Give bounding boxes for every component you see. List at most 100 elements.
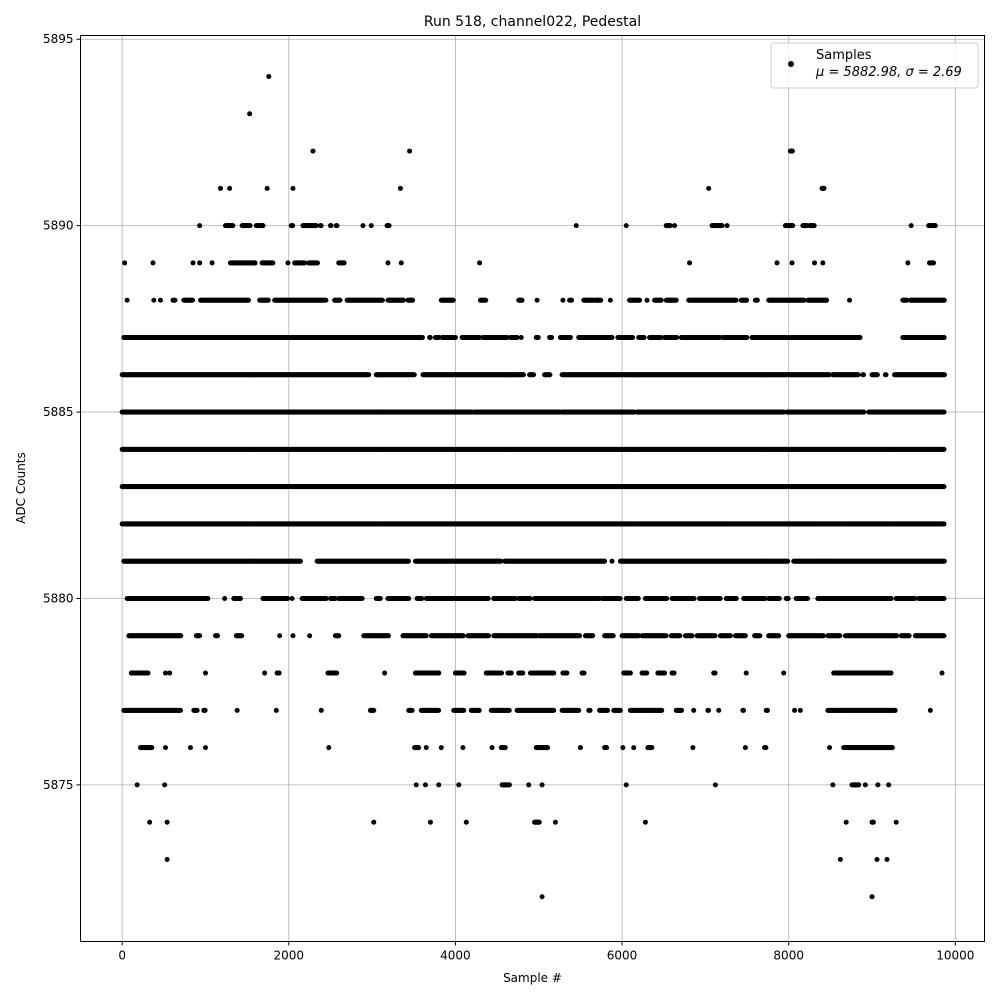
data-point: [307, 633, 313, 639]
data-point: [577, 745, 583, 751]
data-point: [202, 745, 208, 751]
data-point: [536, 819, 542, 825]
data-point: [797, 707, 803, 713]
data-point: [644, 670, 650, 676]
data-point: [785, 558, 791, 564]
data-point: [884, 856, 890, 862]
data-point: [706, 707, 712, 713]
data-point: [461, 707, 467, 713]
data-point: [577, 633, 583, 639]
data-point: [623, 782, 629, 788]
data-point: [627, 670, 633, 676]
data-point: [888, 670, 894, 676]
data-point: [776, 633, 782, 639]
data-point: [508, 670, 514, 676]
data-point: [289, 595, 295, 601]
data-point: [460, 633, 466, 639]
data-point: [792, 707, 798, 713]
data-point: [679, 707, 685, 713]
data-point: [906, 633, 912, 639]
data-point: [691, 707, 697, 713]
data-point: [743, 670, 749, 676]
data-point: [323, 595, 329, 601]
data-point: [423, 745, 429, 751]
data-point: [785, 595, 791, 601]
data-point: [416, 745, 422, 751]
data-point: [717, 595, 723, 601]
data-point: [776, 595, 782, 601]
data-point: [406, 595, 412, 601]
data-point: [202, 707, 208, 713]
data-point: [162, 670, 168, 676]
data-point: [422, 782, 428, 788]
data-point: [502, 745, 508, 751]
data-point: [222, 595, 228, 601]
data-point: [476, 707, 482, 713]
data-point: [145, 670, 151, 676]
data-point: [436, 782, 442, 788]
data-point: [689, 633, 695, 639]
data-point: [662, 670, 668, 676]
data-point: [359, 595, 365, 601]
data-point: [326, 745, 332, 751]
data-point: [870, 819, 876, 825]
data-point: [413, 782, 419, 788]
data-point: [941, 595, 947, 601]
data-point: [197, 633, 203, 639]
data-point: [888, 595, 894, 601]
data-point: [691, 595, 697, 601]
data-point: [552, 819, 558, 825]
data-point: [499, 670, 505, 676]
data-point: [273, 707, 279, 713]
data-point: [177, 707, 183, 713]
data-point: [576, 707, 582, 713]
data-point: [162, 745, 168, 751]
data-point: [620, 745, 626, 751]
data-point: [334, 670, 340, 676]
data-point: [604, 745, 610, 751]
data-point: [856, 782, 862, 788]
data-point: [237, 595, 243, 601]
data-point: [234, 707, 240, 713]
data-point: [336, 633, 342, 639]
data-points: [119, 74, 948, 900]
data-point: [889, 745, 895, 751]
data-point: [527, 595, 533, 601]
data-point: [742, 745, 748, 751]
data-point: [757, 633, 763, 639]
data-point: [716, 707, 722, 713]
data-point: [869, 894, 875, 900]
data-point: [506, 782, 512, 788]
data-point: [741, 707, 747, 713]
data-point: [405, 558, 411, 564]
data-point: [506, 707, 512, 713]
data-point: [164, 819, 170, 825]
data-point: [712, 670, 718, 676]
data-point: [461, 670, 467, 676]
data-point: [659, 707, 665, 713]
data-point: [297, 558, 303, 564]
data-point: [520, 670, 526, 676]
data-point: [894, 633, 900, 639]
data-point: [581, 670, 587, 676]
data-point: [602, 558, 608, 564]
data-point: [545, 745, 551, 751]
data-point: [551, 707, 557, 713]
data-point: [262, 670, 268, 676]
data-point: [609, 558, 615, 564]
data-point: [371, 707, 377, 713]
data-point: [892, 707, 898, 713]
data-point: [409, 707, 415, 713]
data-point: [318, 707, 324, 713]
data-point: [893, 819, 899, 825]
data-point: [941, 558, 947, 564]
data-point: [485, 595, 491, 601]
data-point: [551, 670, 557, 676]
data-point: [631, 745, 637, 751]
data-point: [539, 782, 545, 788]
data-point: [820, 633, 826, 639]
data-point: [843, 819, 849, 825]
data-point: [941, 633, 947, 639]
data-point: [290, 633, 296, 639]
